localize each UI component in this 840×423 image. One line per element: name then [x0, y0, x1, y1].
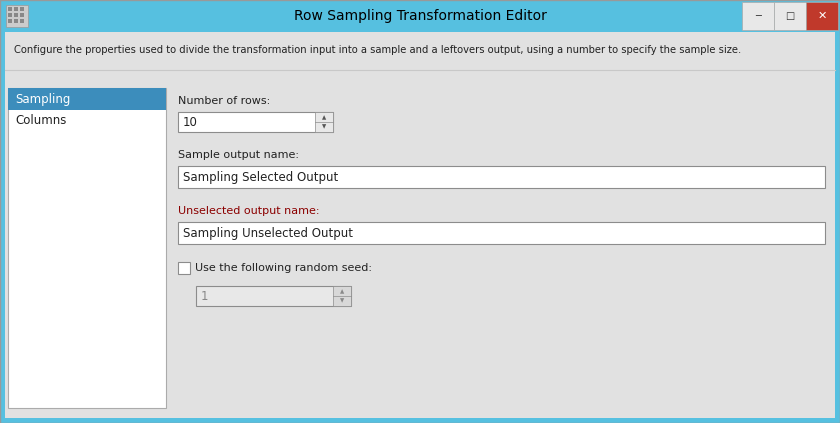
- Bar: [806, 2, 838, 30]
- Bar: [178, 166, 825, 188]
- Text: Use the following random seed:: Use the following random seed:: [195, 263, 372, 273]
- Bar: [835, 32, 840, 423]
- Text: ✕: ✕: [817, 11, 827, 21]
- Text: Sampling Selected Output: Sampling Selected Output: [183, 170, 339, 184]
- Text: ▼: ▼: [340, 298, 344, 303]
- Bar: [8, 88, 166, 408]
- Bar: [20, 7, 24, 11]
- Bar: [315, 112, 333, 132]
- Text: Columns: Columns: [15, 115, 66, 127]
- Bar: [14, 13, 18, 17]
- Text: Sampling Unselected Output: Sampling Unselected Output: [183, 226, 353, 239]
- Text: ▲: ▲: [322, 115, 326, 120]
- Text: Unselected output name:: Unselected output name:: [178, 206, 319, 216]
- Bar: [196, 286, 351, 306]
- Text: ─: ─: [755, 11, 761, 21]
- Text: Row Sampling Transformation Editor: Row Sampling Transformation Editor: [293, 9, 547, 23]
- Text: ▲: ▲: [340, 289, 344, 294]
- Bar: [0, 32, 5, 423]
- Bar: [178, 112, 333, 132]
- Bar: [8, 13, 12, 17]
- Text: 1: 1: [201, 289, 208, 302]
- Bar: [333, 286, 351, 306]
- Bar: [14, 7, 18, 11]
- Text: 10: 10: [183, 115, 198, 129]
- Text: Configure the properties used to divide the transformation input into a sample a: Configure the properties used to divide …: [14, 45, 741, 55]
- Bar: [14, 19, 18, 23]
- Bar: [6, 5, 28, 27]
- Bar: [742, 2, 774, 30]
- Bar: [8, 7, 12, 11]
- Bar: [178, 222, 825, 244]
- Bar: [774, 2, 806, 30]
- Text: Sample output name:: Sample output name:: [178, 150, 299, 160]
- Text: ▼: ▼: [322, 124, 326, 129]
- Bar: [0, 418, 840, 423]
- Bar: [20, 13, 24, 17]
- Text: Sampling: Sampling: [15, 93, 71, 105]
- Bar: [8, 88, 166, 110]
- Text: Number of rows:: Number of rows:: [178, 96, 270, 106]
- Text: □: □: [785, 11, 795, 21]
- Bar: [178, 262, 190, 274]
- Bar: [20, 19, 24, 23]
- Bar: [8, 19, 12, 23]
- Bar: [0, 0, 840, 32]
